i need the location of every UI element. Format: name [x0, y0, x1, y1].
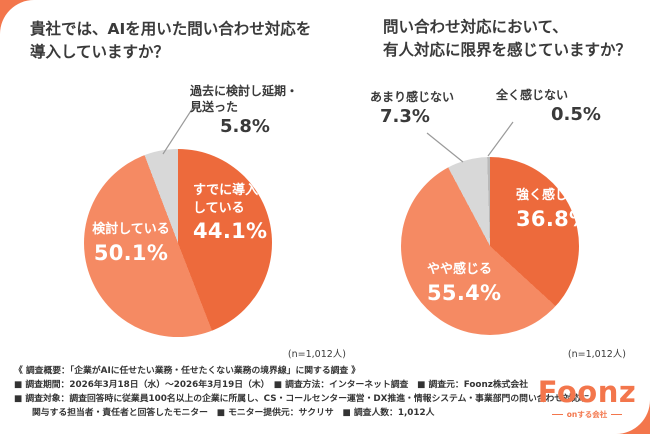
right-chart-title-line1: 問い合わせ対応において、: [383, 18, 568, 36]
tagline-rule-left: [551, 414, 563, 415]
callout-line-not-at-all: [487, 121, 514, 157]
foonz-logo: Foonz onする会社: [536, 376, 638, 420]
pie-chart-ai-adoption: [84, 149, 272, 337]
survey-detail-line-2: ■ 調査対象：調査回答時に従業員100名以上の企業に所属し、CS・コールセンター…: [14, 394, 590, 404]
tagline-text: onする会社: [566, 410, 608, 419]
survey-details: 《 調査概要：「企業がAIに任せたい業務・任せたくない業務の境界線」に関する調査…: [14, 364, 590, 420]
survey-detail-line-3: 関与する担当者・責任者と回答したモニター ■ モニター提供元：サクリサ ■ 調査…: [32, 408, 435, 418]
left-chart-title-line1: 貴社では、AIを用いた問い合わせ対応を: [30, 20, 312, 38]
slice-label-strongly-feel: 強く感じる 36.8%: [516, 187, 590, 231]
slice-callout-not-at-all: 全く感じない 0.5%: [496, 87, 601, 125]
slice-percent: 0.5%: [551, 104, 601, 125]
slice-percent: 55.4%: [427, 280, 502, 305]
left-chart-title: 貴社では、AIを用いた問い合わせ対応を 導入していますか？: [30, 18, 311, 64]
slice-percent: 44.1%: [193, 219, 268, 243]
sample-size-label-right: (n=1,012人): [567, 349, 626, 360]
slice-percent: 36.8%: [516, 206, 591, 231]
slice-callout-postponed: 過去に検討し延期・見送った 5.8%: [190, 83, 306, 137]
slice-name: あまり感じない: [370, 90, 455, 104]
slice-name: 強く感じる: [516, 188, 582, 203]
slice-callout-not-much: あまり感じない 7.3%: [370, 89, 454, 127]
slice-name: すでに導入している: [193, 183, 259, 216]
slice-percent: 5.8%: [220, 116, 270, 137]
pie-chart-human-limit: [401, 157, 579, 335]
foonz-logo-tagline: onする会社: [536, 409, 638, 420]
survey-detail-line-1: ■ 調査期間：2026年3月18日（水）〜2026年3月19日（木） ■ 調査方…: [14, 380, 529, 390]
slice-label-already-adopted: すでに導入している 44.1%: [193, 182, 267, 243]
foonz-logo-text: Foonz: [537, 375, 637, 409]
slice-name: 全く感じない: [496, 88, 569, 102]
right-chart-title-line2: 有人対応に限界を感じていますか？: [383, 41, 632, 59]
slice-name: やや感じる: [427, 262, 493, 277]
survey-overview: 《 調査概要：「企業がAIに任せたい業務・任せたくない業務の境界線」に関する調査…: [14, 366, 361, 376]
slice-name: 検討している: [92, 222, 170, 237]
left-chart-title-line2: 導入していますか？: [30, 43, 170, 61]
slice-label-somewhat-feel: やや感じる 55.4%: [427, 261, 501, 305]
slice-percent: 50.1%: [93, 240, 169, 265]
slice-name: 過去に検討し延期・見送った: [190, 84, 299, 114]
right-chart-title: 問い合わせ対応において、 有人対応に限界を感じていますか？: [383, 16, 631, 62]
tagline-rule-right: [611, 414, 623, 415]
slice-percent: 7.3%: [380, 106, 430, 127]
callout-line-not-much: [426, 132, 464, 163]
slice-label-considering: 検討している 50.1%: [88, 221, 174, 265]
sample-size-label-left: (n=1,012人): [287, 349, 346, 360]
